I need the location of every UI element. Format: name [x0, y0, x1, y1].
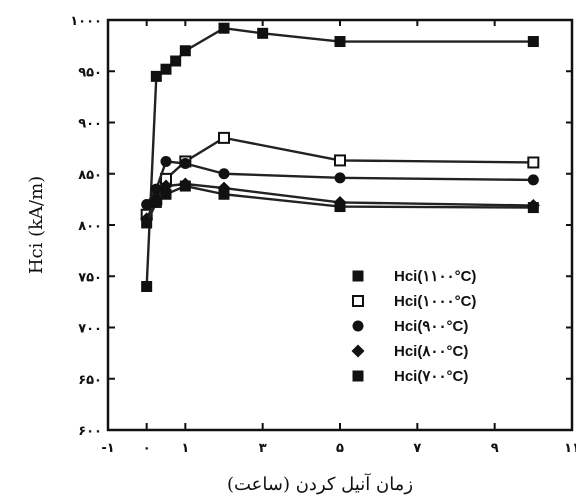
data-point [141, 199, 153, 210]
legend: Hci(۱۱۰۰°C) Hci(۱۰۰۰°C) Hci(۹۰۰°C) Hci(۸۰۰°… [351, 268, 476, 385]
data-point [527, 202, 539, 214]
legend-marker [351, 344, 365, 358]
data-point [334, 36, 346, 48]
x-tick-label: ۷ [413, 441, 421, 456]
y-tick-label: ۶۰۰ [78, 424, 102, 439]
data-point [170, 55, 182, 67]
series-5 [141, 180, 539, 229]
x-tick-label: ۳ [259, 441, 267, 456]
data-point [334, 154, 346, 167]
data-point [150, 70, 162, 82]
data-point [334, 201, 346, 213]
x-tick-label: -۱ [101, 441, 114, 456]
data-point [218, 168, 230, 180]
data-point [150, 196, 162, 208]
legend-marker [352, 320, 364, 332]
x-tick-label: ۱ [181, 441, 189, 456]
y-tick-label: ۹۰۰ [78, 117, 102, 132]
legend-marker [352, 295, 364, 307]
data-point [150, 183, 162, 195]
legend-marker [352, 370, 364, 382]
y-tick-label: ۷۵۰ [78, 270, 102, 285]
legend-label: Hci(۱۱۰۰°C) [394, 268, 476, 285]
x-tick-label: ۱۱ [564, 441, 576, 456]
y-tick-label: ۸۰۰ [78, 219, 102, 234]
y-axis-title: Hci (kA/m) [26, 176, 47, 274]
data-point [160, 63, 172, 75]
series-1 [141, 22, 539, 292]
data-point [160, 188, 172, 200]
x-axis-ticks: -۱ ۰ ۱ ۳ ۵ ۷ ۹ ۱۱ [101, 20, 576, 456]
data-point [334, 172, 346, 184]
x-tick-label: ۹ [491, 441, 499, 456]
y-tick-label: ۶۵۰ [78, 373, 102, 388]
data-point [527, 156, 540, 169]
x-tick-label: ۰ [143, 441, 151, 456]
data-point [160, 155, 172, 167]
legend-label: Hci(۹۰۰°C) [394, 318, 468, 335]
legend-label: Hci(۷۰۰°C) [394, 368, 468, 385]
data-point [179, 158, 191, 169]
data-point [141, 281, 153, 292]
series-layer [140, 22, 540, 292]
y-tick-label: ۸۵۰ [78, 168, 102, 183]
y-axis-ticks: ۶۰۰ ۶۵۰ ۷۰۰ ۷۵۰ ۸۰۰ ۸۵۰ ۹۰۰ ۹۵۰ ۱۰۰۰ [70, 14, 572, 439]
x-axis-title: زمان آنیل کردن (ساعت) [227, 473, 413, 495]
legend-label: Hci(۸۰۰°C) [394, 343, 468, 360]
series-3 [141, 155, 539, 210]
data-point [218, 22, 230, 34]
data-point [141, 217, 153, 229]
y-tick-label: ۹۵۰ [78, 65, 102, 80]
data-point [218, 131, 230, 144]
plot-frame [106, 18, 574, 432]
legend-marker [352, 270, 364, 282]
data-point [257, 27, 269, 39]
data-point [179, 180, 191, 192]
data-point [527, 174, 539, 186]
x-tick-label: ۵ [336, 441, 344, 456]
y-tick-label: ۱۰۰۰ [70, 14, 102, 29]
legend-label: Hci(۱۰۰۰°C) [394, 293, 476, 310]
data-point [179, 45, 191, 57]
y-tick-label: ۷۰۰ [78, 322, 102, 337]
data-point [527, 36, 539, 48]
data-point [218, 188, 230, 200]
